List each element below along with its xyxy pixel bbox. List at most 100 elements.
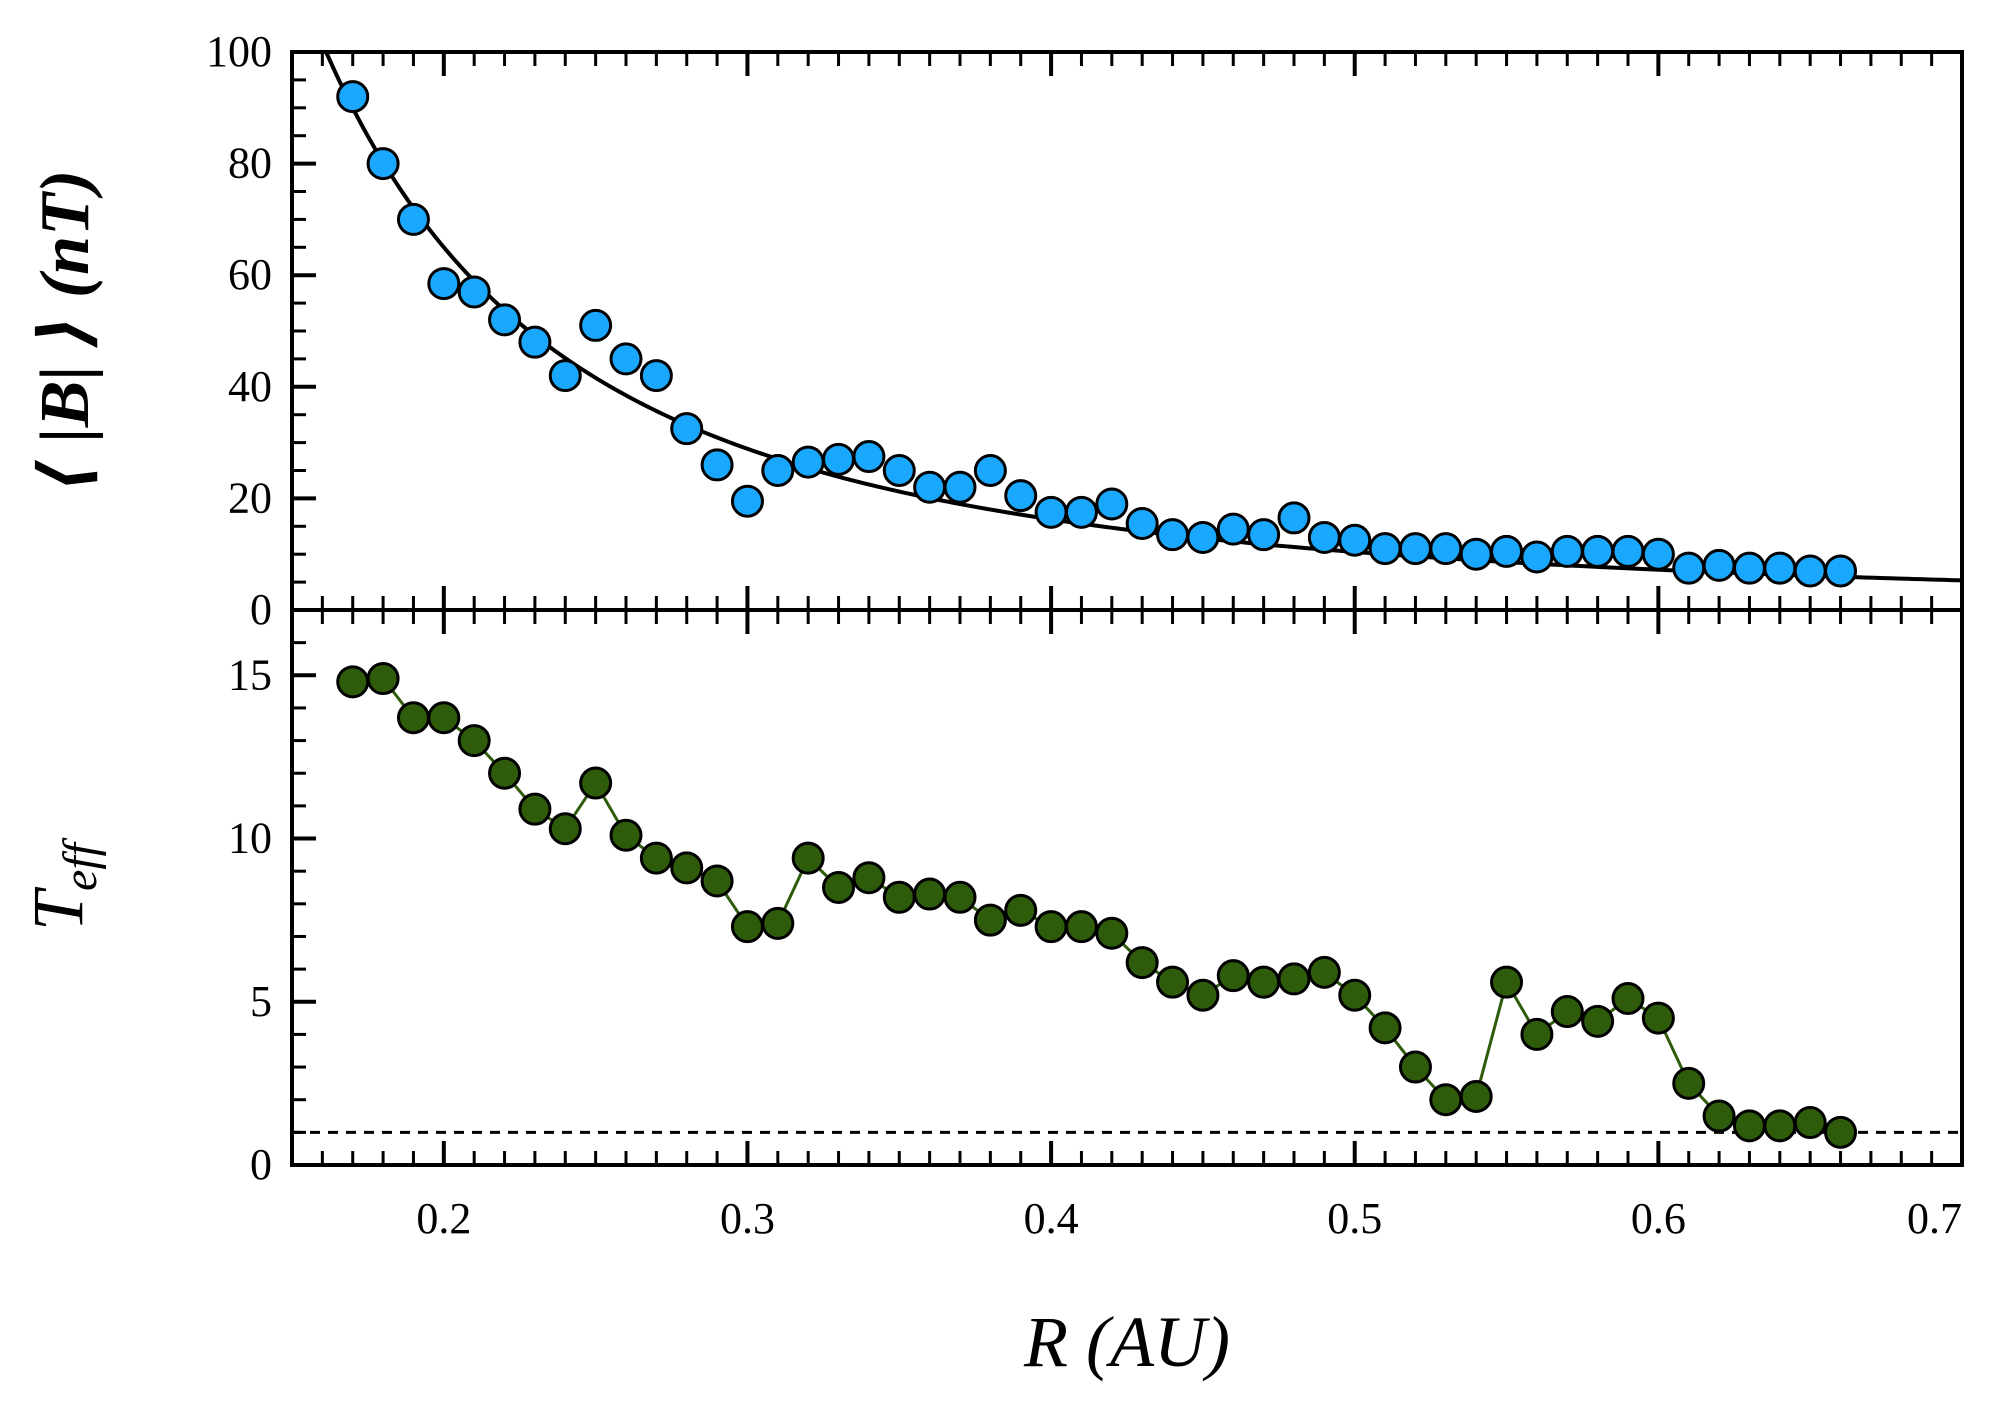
top-data-point — [730, 484, 764, 518]
bottom-y-tick-label: 10 — [228, 814, 272, 863]
top-data-point — [1216, 512, 1250, 546]
top-data-point — [1095, 487, 1129, 521]
teff-data-point — [518, 792, 552, 826]
teff-data-point — [1125, 946, 1159, 980]
top-ticks-layer: 0 20 40 60 80 100 — [206, 27, 1964, 634]
x-tick-label: 0.6 — [1631, 1194, 1686, 1243]
top-data-point — [1550, 534, 1584, 568]
teff-data-point — [1732, 1109, 1766, 1143]
top-data-point — [457, 275, 491, 309]
top-y-axis-label: ⟨ |B| ⟩ (nT) — [27, 170, 104, 492]
top-data-point — [1247, 518, 1281, 552]
teff-data-point — [1641, 1001, 1675, 1035]
teff-data-point — [1763, 1109, 1797, 1143]
teff-data-point — [1702, 1099, 1736, 1133]
teff-data-point — [548, 812, 582, 846]
teff-data-point — [1550, 995, 1584, 1029]
teff-data-point — [1004, 893, 1038, 927]
top-data-point — [1034, 495, 1068, 529]
teff-data-point — [457, 724, 491, 758]
bottom-ticks-layer: 0 5 10 15 0.2 0.3 0.4 0.5 0.6 0.7 — [228, 608, 1964, 1243]
top-y-tick-label: 60 — [228, 250, 272, 299]
teff-data-point — [822, 871, 856, 904]
top-data-point — [1277, 501, 1311, 535]
top-data-point — [791, 445, 825, 479]
top-data-point — [548, 359, 582, 393]
top-data-point — [1581, 534, 1615, 568]
teff-data-point — [1247, 965, 1281, 999]
top-data-point — [1429, 532, 1463, 566]
x-tick-label: 0.3 — [720, 1194, 775, 1243]
top-data-point — [882, 454, 916, 487]
x-axis-quantity: R — [1023, 1302, 1068, 1382]
teff-data-point — [609, 818, 643, 852]
teff-data-point — [639, 841, 673, 875]
top-data-point — [1307, 520, 1341, 554]
top-data-point — [1520, 540, 1554, 574]
teff-data-point — [882, 880, 916, 914]
bottom-points-layer — [336, 662, 1858, 1149]
teff-data-point — [1156, 965, 1190, 999]
teff-data-point — [1672, 1066, 1706, 1100]
teff-data-point — [1398, 1050, 1432, 1084]
teff-data-point — [1581, 1004, 1615, 1038]
teff-data-point — [700, 864, 734, 898]
bottom-y-tick-label: 5 — [250, 977, 272, 1026]
top-data-point — [1156, 518, 1190, 552]
teff-data-point — [1490, 965, 1524, 999]
top-data-point — [1732, 551, 1766, 585]
top-data-point — [822, 442, 856, 476]
top-data-point — [1459, 537, 1493, 571]
top-data-point — [1338, 523, 1372, 557]
teff-data-point — [427, 701, 461, 735]
top-data-point — [1064, 495, 1098, 529]
teff-data-point — [761, 906, 795, 940]
top-data-point — [670, 412, 704, 446]
top-data-point — [1004, 479, 1038, 513]
teff-data-point — [1034, 910, 1068, 944]
teff-data-point — [1429, 1083, 1463, 1117]
bottom-y-axis-label: Teff — [18, 837, 107, 931]
teff-data-point — [943, 880, 977, 914]
top-data-point — [488, 303, 522, 337]
bottom-panel: 0 5 10 15 0.2 0.3 0.4 0.5 0.6 0.7 — [228, 608, 1964, 1243]
teff-data-point — [791, 841, 825, 875]
teff-data-point — [1793, 1106, 1827, 1140]
teff-data-point — [913, 877, 947, 911]
x-tick-label: 0.4 — [1024, 1194, 1079, 1243]
x-axis-label: R (AU) — [1023, 1302, 1230, 1382]
teff-data-point — [366, 662, 400, 696]
top-data-point — [427, 267, 461, 301]
top-y-tick-label: 100 — [206, 27, 272, 76]
top-data-point — [973, 454, 1007, 487]
teff-data-point — [730, 910, 764, 944]
teff-data-point — [973, 903, 1007, 937]
top-data-point — [336, 80, 370, 114]
top-y-tick-label: 0 — [250, 585, 272, 634]
teff-data-point — [1824, 1115, 1858, 1149]
teff-data-point — [1064, 910, 1098, 944]
top-data-point — [761, 454, 795, 487]
teff-data-point — [1459, 1079, 1493, 1113]
top-y-axis-unit: (nT) — [27, 170, 104, 298]
teff-data-point — [1216, 959, 1250, 993]
top-data-point — [1368, 532, 1402, 566]
teff-data-point — [336, 665, 370, 699]
top-data-point — [1490, 534, 1524, 568]
teff-data-point — [852, 861, 886, 895]
top-data-point — [366, 147, 400, 181]
top-data-point — [1125, 507, 1159, 541]
teff-data-point — [396, 701, 430, 735]
top-data-point — [1824, 554, 1858, 588]
top-data-point — [518, 325, 552, 359]
top-data-point — [1793, 554, 1827, 588]
top-data-point — [852, 440, 886, 474]
teff-data-point — [488, 756, 522, 790]
teff-data-point — [1338, 978, 1372, 1012]
top-data-point — [1702, 548, 1736, 582]
fit-curve — [324, 51, 1963, 583]
top-y-axis-quantity: ⟨ |B| ⟩ — [27, 316, 104, 493]
bottom-y-tick-label: 15 — [228, 650, 272, 699]
top-data-point — [1398, 532, 1432, 566]
